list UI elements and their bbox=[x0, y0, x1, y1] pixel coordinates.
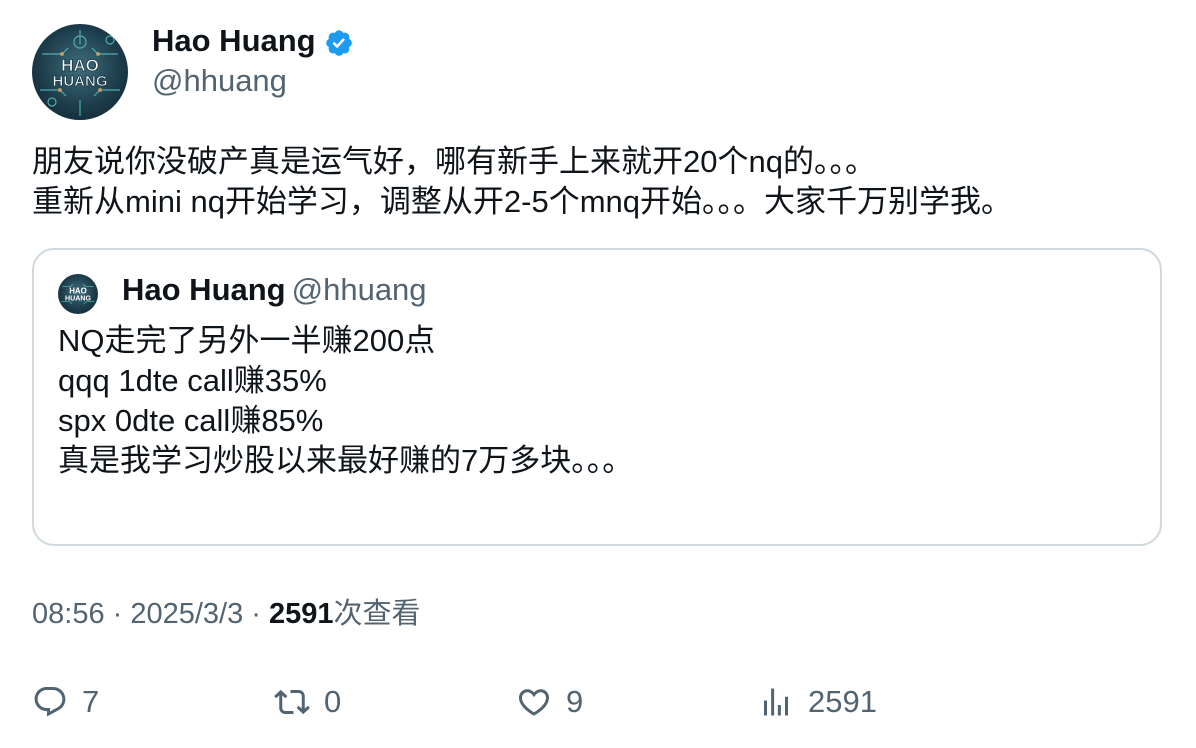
retweet-button[interactable]: 0 bbox=[274, 680, 341, 724]
action-bar: 7 0 9 2591 bbox=[0, 680, 1196, 724]
tweet-text: 朋友说你没破产真是运气好，哪有新手上来就开20个nq的。。。 重新从mini n… bbox=[32, 144, 1013, 219]
meta-separator-1: · bbox=[104, 598, 131, 630]
reply-count: 7 bbox=[82, 684, 100, 719]
reply-icon bbox=[34, 687, 66, 717]
avatar-text-line1: HAO bbox=[61, 56, 99, 75]
meta-separator-2: · bbox=[243, 598, 270, 630]
quote-handle: @hhuang bbox=[291, 272, 427, 307]
quote-text: NQ走完了另外一半赚200点 qqq 1dte call赚35% spx 0dt… bbox=[58, 323, 634, 478]
quote-header: Hao Huang @hhuang bbox=[122, 270, 427, 310]
retweet-count: 0 bbox=[324, 684, 342, 719]
quote-display-name: Hao Huang bbox=[122, 272, 286, 307]
views-icon bbox=[764, 688, 788, 716]
verified-badge-icon bbox=[324, 28, 354, 58]
like-button[interactable]: 9 bbox=[516, 680, 583, 724]
author-handle[interactable]: @hhuang bbox=[152, 63, 287, 98]
quote-avatar-text-line1: HAO bbox=[69, 287, 87, 296]
avatar-text-line2: HUANG bbox=[53, 73, 108, 90]
views-label: 次查看 bbox=[333, 598, 421, 630]
views-action-count: 2591 bbox=[808, 684, 877, 719]
tweet-meta: 08:56 · 2025/3/3 · 2591次查看 bbox=[32, 594, 421, 634]
quote-avatar: HAO HUANG bbox=[58, 274, 98, 314]
views-button[interactable]: 2591 bbox=[758, 680, 877, 724]
quoted-tweet-card[interactable]: HAO HUANG Hao Huang @hhuang NQ走完了另外一半赚200… bbox=[32, 248, 1162, 546]
reply-button[interactable]: 7 bbox=[32, 680, 99, 724]
retweet-icon bbox=[274, 689, 310, 715]
like-count: 9 bbox=[566, 684, 584, 719]
author-name-row[interactable]: Hao Huang bbox=[152, 22, 354, 60]
tweet-time[interactable]: 08:56 bbox=[32, 598, 105, 630]
views-count: 2591 bbox=[269, 598, 334, 630]
avatar[interactable]: HAO HUANG bbox=[32, 24, 128, 120]
quote-avatar-text-line2: HUANG bbox=[65, 295, 91, 303]
tweet-date[interactable]: 2025/3/3 bbox=[130, 598, 244, 630]
author-display-name[interactable]: Hao Huang bbox=[152, 23, 316, 58]
heart-icon bbox=[518, 689, 550, 716]
